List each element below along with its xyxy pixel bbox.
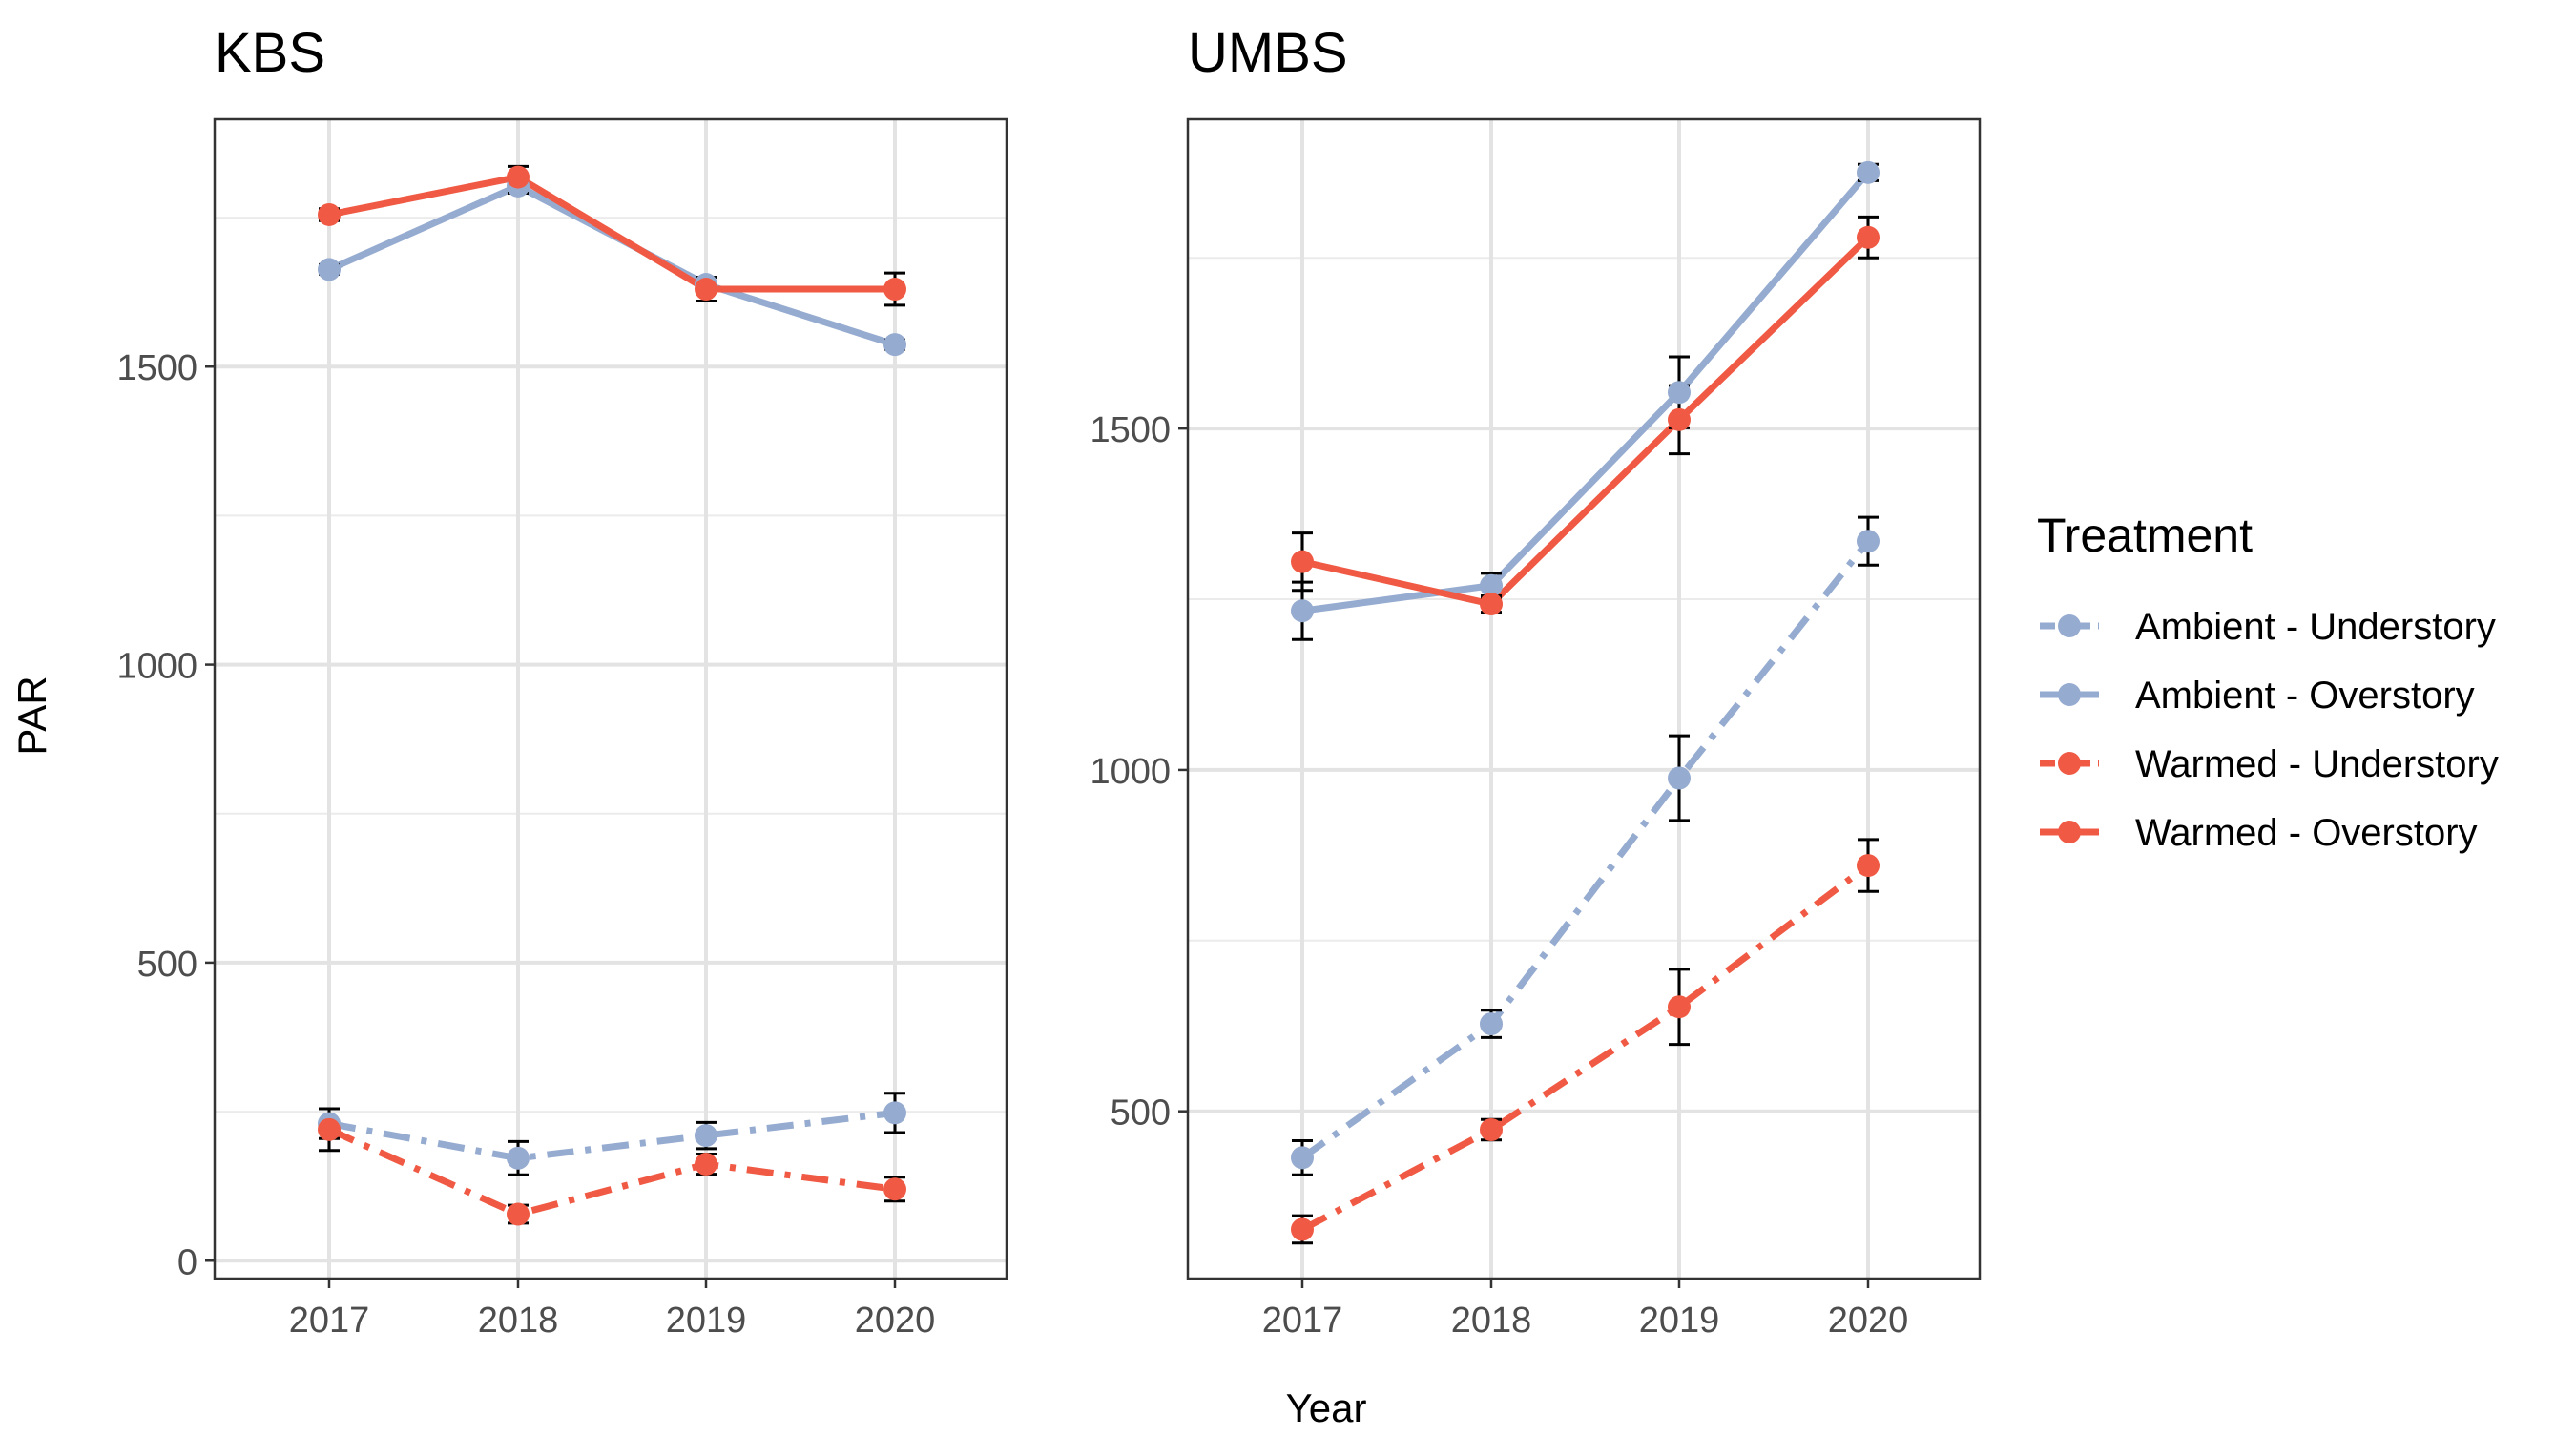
x-tick-label: 2017 <box>1262 1301 1343 1341</box>
y-tick-label: 1500 <box>116 348 197 388</box>
x-tick-label: 2018 <box>478 1301 559 1341</box>
panel-title-kbs: KBS <box>215 22 325 84</box>
data-point <box>883 1177 906 1201</box>
data-point <box>1480 1012 1503 1036</box>
data-point <box>1668 381 1691 405</box>
data-point <box>318 1117 341 1141</box>
panel-kbs: 0 500 1000 1500 2017 2018 2019 2020 <box>116 117 1008 1341</box>
data-point <box>1857 225 1880 249</box>
x-tick-label: 2020 <box>855 1301 936 1341</box>
panel-umbs: 500 1000 1500 2017 2018 2019 2020 <box>1090 117 1982 1341</box>
series-line-3 <box>1300 863 1871 1233</box>
data-point <box>695 278 717 302</box>
legend: Treatment Ambient - Understory Ambient - … <box>2037 509 2499 854</box>
data-point <box>1291 1217 1314 1241</box>
legend-item: Warmed - Overstory <box>2040 812 2478 854</box>
series-line-1 <box>1299 539 1871 1161</box>
data-point <box>1668 407 1691 431</box>
y-axis-title: PAR <box>10 676 54 755</box>
legend-label: Warmed - Understory <box>2135 743 2499 785</box>
series-line-4 <box>328 174 895 293</box>
data-point <box>318 258 341 281</box>
data-point <box>883 1101 906 1125</box>
y-tick-label: 0 <box>177 1242 197 1282</box>
legend-key-point <box>2058 614 2081 637</box>
x-tick-label: 2017 <box>289 1301 370 1341</box>
x-axis-title: Year <box>1286 1385 1367 1430</box>
data-point <box>883 333 906 357</box>
x-tick-label: 2019 <box>666 1301 747 1341</box>
data-point <box>1480 593 1503 616</box>
series-line-1 <box>328 1109 896 1162</box>
legend-item: Ambient - Overstory <box>2040 675 2475 717</box>
panel-border <box>1186 117 1982 1280</box>
x-tick-label: 2018 <box>1451 1301 1532 1341</box>
y-tick-label: 1000 <box>116 647 197 687</box>
data-point <box>1480 573 1503 597</box>
data-point <box>318 202 341 226</box>
panel-border <box>213 117 1008 1280</box>
data-point <box>1480 1118 1503 1142</box>
legend-key-point <box>2058 683 2081 706</box>
x-tick-label: 2020 <box>1828 1301 1909 1341</box>
legend-key-point <box>2058 821 2081 843</box>
data-point <box>695 1124 717 1148</box>
data-point <box>695 1153 717 1176</box>
data-point <box>1857 160 1880 184</box>
series-line-2 <box>1301 170 1871 614</box>
data-point <box>1668 995 1691 1019</box>
y-tick-label: 1500 <box>1090 410 1171 450</box>
legend-key-point <box>2058 752 2081 775</box>
series-line-4 <box>1301 235 1871 608</box>
legend-item: Warmed - Understory <box>2040 743 2499 785</box>
data-point <box>1291 1146 1314 1170</box>
data-point <box>1291 550 1314 573</box>
data-point <box>1857 854 1880 878</box>
x-tick-label: 2019 <box>1639 1301 1720 1341</box>
data-point <box>883 278 906 302</box>
legend-item: Ambient - Understory <box>2040 606 2496 648</box>
data-point <box>1857 530 1880 553</box>
y-tick-label: 500 <box>137 945 197 985</box>
legend-label: Ambient - Understory <box>2135 606 2496 648</box>
data-point <box>507 165 530 189</box>
legend-title: Treatment <box>2037 509 2253 562</box>
legend-label: Warmed - Overstory <box>2135 812 2478 854</box>
data-point <box>507 1146 530 1170</box>
y-tick-label: 1000 <box>1090 752 1171 792</box>
data-point <box>507 1202 530 1226</box>
data-point <box>1291 599 1314 623</box>
panel-title-umbs: UMBS <box>1188 22 1348 84</box>
y-tick-label: 500 <box>1111 1093 1171 1134</box>
data-point <box>1668 766 1691 790</box>
legend-label: Ambient - Overstory <box>2135 675 2475 717</box>
